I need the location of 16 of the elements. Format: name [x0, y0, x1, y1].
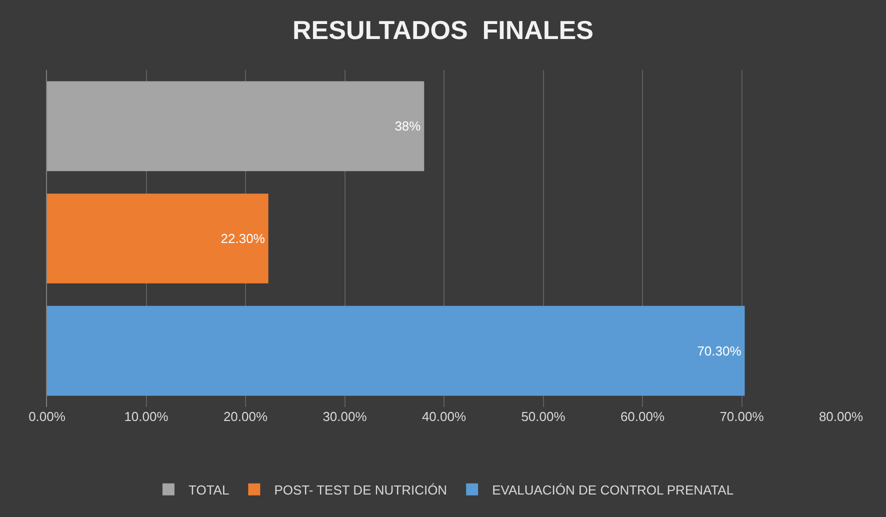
x-tick-label: 10.00%	[124, 409, 169, 424]
legend-label: TOTAL	[188, 482, 230, 498]
x-tick-label: 40.00%	[422, 409, 466, 424]
x-tick-label: 80.00%	[818, 409, 864, 424]
x-tick-label: 50.00%	[521, 409, 566, 424]
chart-title: RESULTADOS FINALES	[292, 14, 594, 45]
x-tick-label: 30.00%	[322, 409, 368, 424]
x-tick-label: 60.00%	[620, 409, 665, 424]
x-tick-label: 70.00%	[720, 409, 764, 424]
x-tick-label: 20.00%	[223, 409, 268, 424]
legend-label: EVALUACIÓN DE CONTROL PRENATAL	[492, 482, 734, 498]
x-tick-label: 0.00%	[28, 409, 66, 424]
data-label: 38%	[394, 118, 422, 134]
legend-label: POST- TEST DE NUTRICIÓN	[274, 482, 448, 498]
data-label: 70.30%	[697, 343, 742, 358]
data-label: 22.30%	[220, 231, 266, 246]
